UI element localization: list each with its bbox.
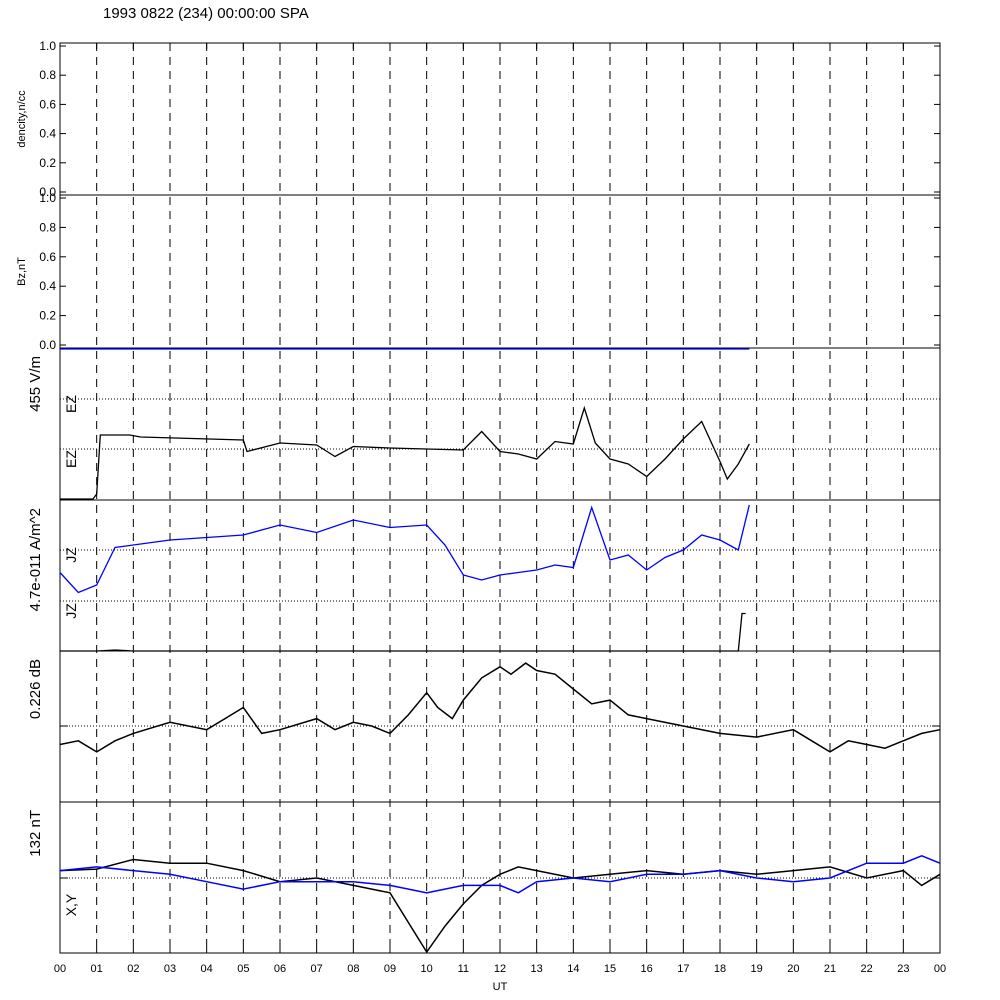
x-tick-label: 17 <box>677 963 689 975</box>
series-line <box>59 858 941 954</box>
x-tick-label: 22 <box>861 963 873 975</box>
scale-label: 4.7e-011 A/m^2 <box>27 508 44 612</box>
y-tick-label: 0.6 <box>39 250 56 264</box>
y-tick-label: 0.6 <box>39 97 56 111</box>
x-tick-label: 14 <box>567 963 579 975</box>
y-tick-label: 0.0 <box>39 185 56 199</box>
x-tick-label: 07 <box>311 963 323 975</box>
x-tick-label: 18 <box>714 963 726 975</box>
x-tick-label: 04 <box>201 963 213 975</box>
series-line <box>60 612 746 652</box>
y-tick-label: 0.4 <box>39 279 56 293</box>
chart-title: 1993 0822 (234) 00:00:00 SPA <box>103 5 309 22</box>
scale-label: 132 nT <box>27 810 44 857</box>
series-line <box>59 854 941 894</box>
y-tick-label: 0.2 <box>39 309 56 323</box>
y-tick-label: 1.0 <box>39 39 56 53</box>
x-tick-label: 11 <box>458 963 469 975</box>
series-label: JZ <box>63 547 79 563</box>
series-line <box>59 504 750 594</box>
series-label: X,Y <box>63 893 79 916</box>
y-tick-label: 1.0 <box>39 191 56 205</box>
x-tick-label: 09 <box>384 963 396 975</box>
y-axis-label: dencity,n/cc <box>16 90 28 148</box>
y-tick-label: 0.8 <box>39 68 56 82</box>
y-tick-label: 0.2 <box>39 156 56 170</box>
x-tick-label: 02 <box>127 963 139 975</box>
series-label: EZ <box>63 395 79 413</box>
scale-label: 455 V/m <box>27 356 44 412</box>
x-tick-label: 16 <box>641 963 653 975</box>
y-tick-label: 0.4 <box>39 127 56 141</box>
series-line <box>60 405 750 500</box>
y-tick-label: 0.0 <box>39 338 56 352</box>
x-axis-label: UT <box>493 981 508 993</box>
x-tick-label: 05 <box>237 963 249 975</box>
y-tick-label: 0.8 <box>39 220 56 234</box>
x-tick-label: 00 <box>934 963 946 975</box>
x-tick-label: 20 <box>787 963 799 975</box>
x-tick-label: 01 <box>91 963 103 975</box>
series-line <box>59 662 941 753</box>
x-tick-label: 10 <box>421 963 433 975</box>
x-tick-label: 23 <box>897 963 909 975</box>
x-tick-label: 06 <box>274 963 286 975</box>
series-label: JZ <box>63 603 79 619</box>
scale-label: 0.226 dB <box>27 659 44 719</box>
series-label: EZ <box>63 450 79 468</box>
x-tick-label: 15 <box>604 963 616 975</box>
x-tick-label: 21 <box>824 963 836 975</box>
y-axis-label: Bz,nT <box>16 257 28 286</box>
x-tick-label: 19 <box>751 963 763 975</box>
x-tick-label: 03 <box>164 963 176 975</box>
x-tick-label: 08 <box>347 963 359 975</box>
x-tick-label: 00 <box>54 963 66 975</box>
x-tick-label: 12 <box>494 963 506 975</box>
x-tick-label: 13 <box>531 963 543 975</box>
